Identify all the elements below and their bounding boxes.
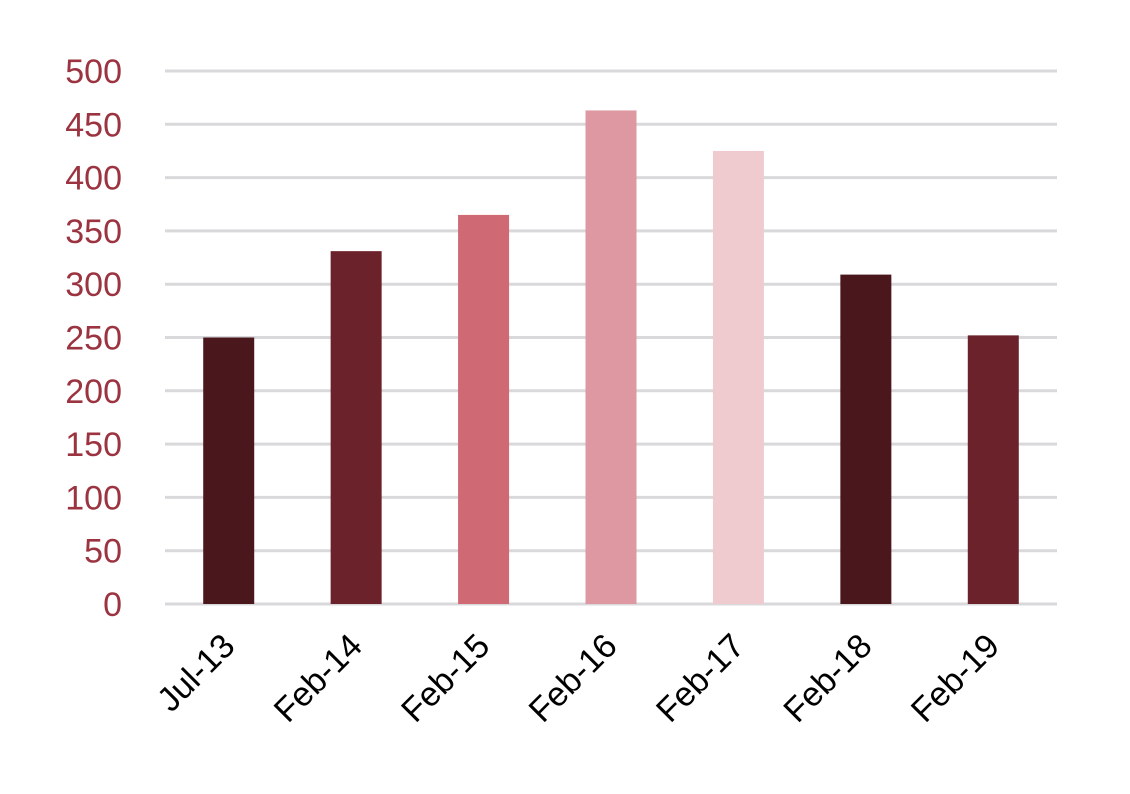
y-tick-label: 450 bbox=[65, 106, 122, 144]
y-tick-label: 400 bbox=[65, 160, 122, 198]
x-tick-label: Feb-14 bbox=[267, 627, 370, 730]
y-tick-label: 100 bbox=[65, 479, 122, 517]
y-axis-tick-labels: 0 50 100 150 200 250 300 350 400 450 500 bbox=[65, 53, 122, 624]
x-tick-label: Feb-16 bbox=[522, 627, 625, 730]
bar bbox=[330, 251, 382, 605]
x-tick-label: Feb-19 bbox=[904, 627, 1007, 730]
y-tick-label: 50 bbox=[84, 533, 122, 571]
y-tick-label: 250 bbox=[65, 320, 122, 358]
bar bbox=[967, 335, 1019, 604]
bar bbox=[840, 274, 892, 604]
x-tick-label: Feb-18 bbox=[776, 627, 879, 730]
bar bbox=[712, 150, 764, 604]
x-tick-label: Jul-13 bbox=[150, 627, 242, 719]
bar bbox=[585, 110, 637, 604]
y-tick-label: 500 bbox=[65, 53, 122, 91]
bar bbox=[458, 214, 510, 604]
y-tick-label: 300 bbox=[65, 266, 122, 304]
x-axis-tick-labels: Jul-13 Feb-14 Feb-15 Feb-16 Feb-17 Feb-18 Feb-… bbox=[150, 627, 1007, 730]
bar bbox=[203, 337, 255, 604]
bars bbox=[203, 110, 1019, 605]
x-tick-label: Feb-15 bbox=[394, 627, 497, 730]
y-tick-label: 0 bbox=[103, 586, 122, 624]
y-tick-label: 150 bbox=[65, 426, 122, 464]
x-tick-label: Feb-17 bbox=[649, 627, 752, 730]
y-tick-label: 200 bbox=[65, 373, 122, 411]
y-tick-label: 350 bbox=[65, 213, 122, 251]
